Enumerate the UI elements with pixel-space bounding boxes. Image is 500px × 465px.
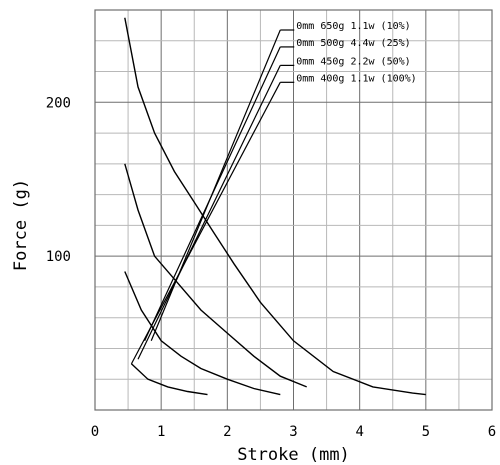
legend-entry: 0mm 500g 4.4w (25%) [296,38,410,49]
series-line-50pct [124,271,281,396]
y-tick-labels: 100 200 [46,95,71,265]
x-tick-label: 2 [223,424,231,440]
grid [94,9,493,411]
x-axis-label: Stroke (mm) [237,445,350,465]
legend-entry: 0mm 650g 1.1w (10%) [296,21,410,32]
curves [124,17,426,396]
series-line-100pct [130,363,208,396]
y-tick-label: 100 [46,249,71,265]
x-tick-label: 3 [289,424,297,440]
plot-frame [94,9,493,411]
legend-leader-4 [130,82,281,365]
x-tick-label: 0 [91,424,99,440]
legend-leader-3 [137,65,281,360]
legend-leader-2 [144,46,281,342]
x-tick-label: 4 [355,424,363,440]
y-tick-label: 200 [46,95,71,111]
x-tick-label: 6 [488,424,496,440]
legend-entry: 0mm 450g 2.2w (50%) [296,56,410,67]
series-line-25pct [124,163,307,388]
x-tick-label: 5 [422,424,430,440]
x-tick-label: 1 [157,424,165,440]
x-tick-labels: 0 1 2 3 4 5 6 [91,424,496,440]
y-axis-label: Force (g) [11,179,31,271]
legend-entry: 0mm 400g 1.1w (100%) [296,73,416,84]
legend-leaders [130,29,281,365]
legend: 0mm 650g 1.1w (10%) 0mm 500g 4.4w (25%) 0m… [280,21,417,84]
series-line-10pct [124,17,426,396]
